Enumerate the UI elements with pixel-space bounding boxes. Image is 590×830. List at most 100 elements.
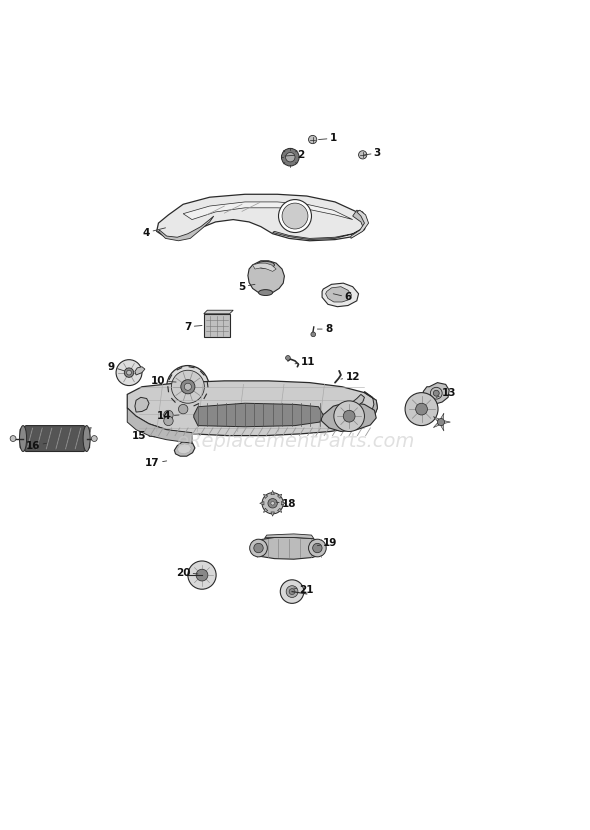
Polygon shape	[271, 491, 274, 495]
Circle shape	[405, 393, 438, 426]
Polygon shape	[64, 427, 72, 450]
Polygon shape	[35, 427, 43, 450]
Circle shape	[127, 370, 132, 375]
Text: 17: 17	[145, 458, 167, 468]
Polygon shape	[277, 508, 282, 512]
Circle shape	[271, 501, 274, 505]
Text: 20: 20	[176, 568, 198, 578]
Polygon shape	[20, 426, 90, 452]
Circle shape	[311, 332, 316, 337]
Polygon shape	[127, 381, 378, 436]
Text: 6: 6	[333, 292, 352, 302]
Polygon shape	[26, 427, 34, 450]
Ellipse shape	[19, 426, 27, 452]
Circle shape	[124, 368, 134, 378]
Ellipse shape	[83, 426, 90, 452]
Circle shape	[164, 410, 173, 420]
Circle shape	[280, 580, 304, 603]
Polygon shape	[135, 398, 149, 412]
Polygon shape	[45, 427, 53, 450]
Circle shape	[437, 418, 444, 426]
Polygon shape	[174, 441, 195, 457]
Text: eReplacementParts.com: eReplacementParts.com	[176, 432, 414, 451]
Polygon shape	[253, 538, 326, 559]
Circle shape	[281, 149, 299, 166]
Polygon shape	[264, 494, 268, 498]
Polygon shape	[204, 310, 233, 314]
Polygon shape	[194, 403, 323, 427]
Polygon shape	[326, 286, 352, 302]
Circle shape	[430, 388, 442, 399]
Polygon shape	[55, 427, 63, 450]
Polygon shape	[281, 501, 286, 505]
Polygon shape	[444, 421, 450, 423]
Circle shape	[268, 499, 277, 508]
Text: 11: 11	[295, 357, 316, 367]
Text: 10: 10	[151, 376, 176, 386]
Text: 15: 15	[132, 431, 155, 441]
Text: 12: 12	[341, 372, 360, 382]
Text: 16: 16	[26, 441, 47, 451]
Circle shape	[289, 588, 295, 594]
Text: 2: 2	[285, 150, 304, 160]
Polygon shape	[277, 494, 282, 498]
Polygon shape	[351, 394, 365, 407]
Polygon shape	[322, 283, 359, 307]
Circle shape	[309, 540, 326, 557]
Circle shape	[286, 355, 290, 360]
Circle shape	[196, 569, 208, 581]
Circle shape	[359, 151, 367, 159]
Polygon shape	[177, 444, 191, 454]
Polygon shape	[248, 261, 284, 294]
Text: 18: 18	[276, 500, 296, 510]
Text: 5: 5	[238, 281, 255, 291]
Polygon shape	[260, 501, 264, 505]
Circle shape	[184, 383, 191, 390]
Circle shape	[286, 153, 295, 162]
Polygon shape	[135, 367, 145, 375]
Text: 21: 21	[294, 585, 314, 595]
Text: 19: 19	[317, 539, 337, 549]
Circle shape	[181, 379, 195, 393]
Polygon shape	[159, 216, 214, 241]
Circle shape	[10, 436, 16, 442]
Circle shape	[164, 416, 173, 426]
Circle shape	[91, 436, 97, 442]
Polygon shape	[127, 408, 192, 443]
Polygon shape	[434, 422, 439, 427]
Circle shape	[309, 135, 317, 144]
Polygon shape	[253, 263, 276, 271]
Bar	[204, 314, 230, 337]
Polygon shape	[157, 194, 367, 241]
Circle shape	[178, 404, 188, 414]
Circle shape	[188, 561, 216, 589]
Circle shape	[254, 544, 263, 553]
Circle shape	[433, 390, 439, 396]
Polygon shape	[74, 427, 82, 450]
Text: 13: 13	[436, 388, 457, 398]
Circle shape	[286, 586, 298, 598]
Circle shape	[416, 403, 427, 415]
Circle shape	[116, 359, 142, 386]
Circle shape	[250, 540, 267, 557]
Circle shape	[278, 199, 312, 232]
Polygon shape	[441, 425, 444, 431]
Text: 1: 1	[319, 134, 337, 144]
Polygon shape	[273, 210, 367, 240]
Polygon shape	[322, 402, 376, 432]
Text: 14: 14	[157, 411, 179, 421]
Text: 3: 3	[365, 148, 381, 158]
Circle shape	[167, 365, 209, 408]
Ellipse shape	[258, 290, 273, 295]
Polygon shape	[84, 427, 91, 450]
Circle shape	[282, 203, 308, 229]
Polygon shape	[271, 512, 274, 516]
Circle shape	[334, 401, 365, 432]
Text: 7: 7	[184, 322, 202, 332]
Polygon shape	[264, 534, 314, 539]
Text: 4: 4	[143, 227, 166, 237]
Circle shape	[343, 410, 355, 422]
Polygon shape	[441, 413, 444, 419]
Text: 8: 8	[317, 324, 332, 334]
Ellipse shape	[257, 261, 274, 268]
